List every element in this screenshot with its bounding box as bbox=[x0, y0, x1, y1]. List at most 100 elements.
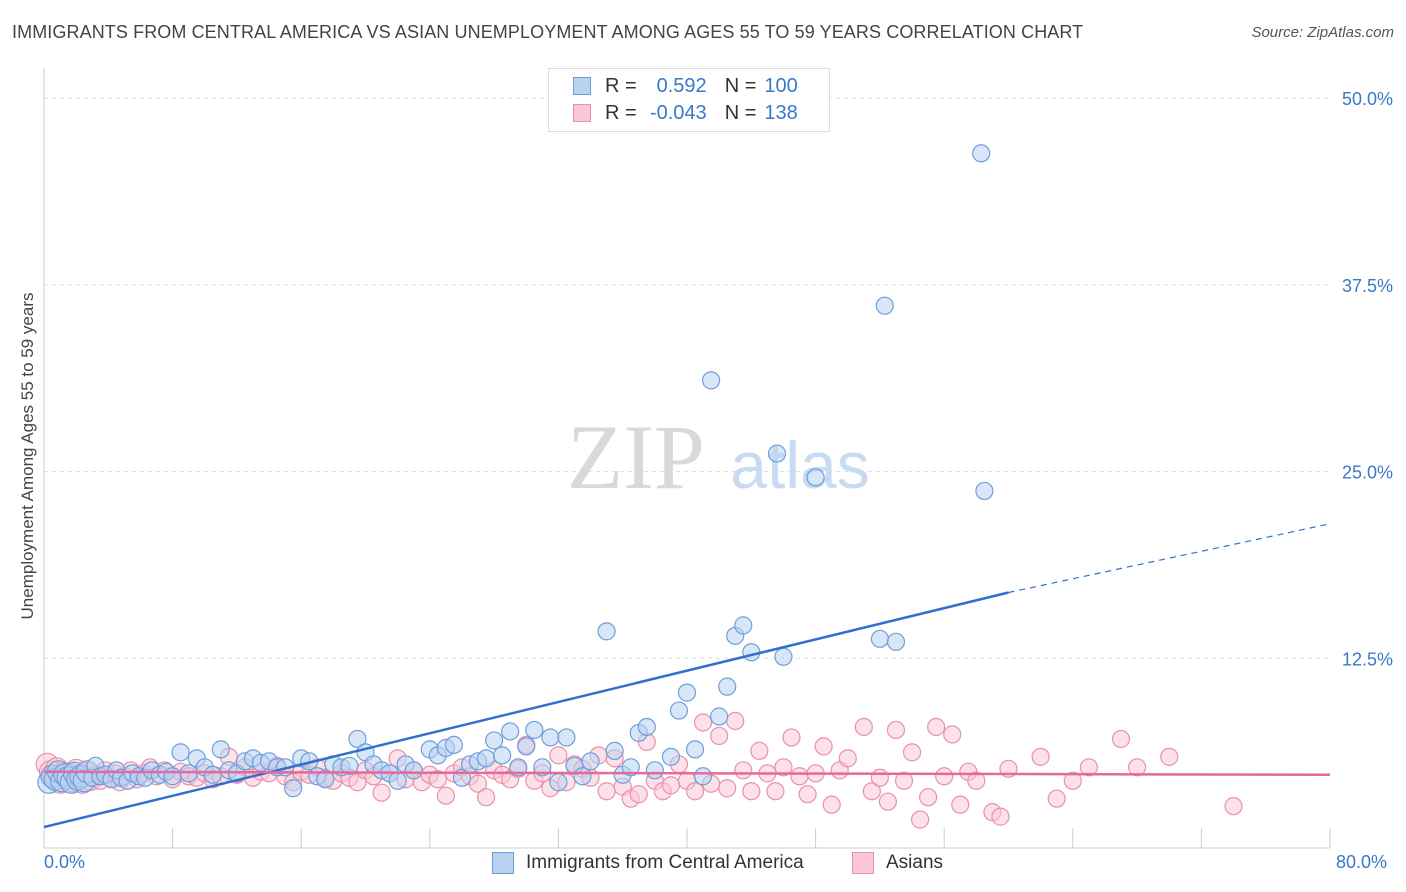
blue-swatch bbox=[492, 852, 514, 874]
y-tick-label-3: 50.0% bbox=[1342, 89, 1393, 109]
watermark-zip: ZIP bbox=[567, 406, 705, 508]
asians-point-123 bbox=[943, 725, 962, 744]
central-america-trend-extension bbox=[1008, 523, 1331, 594]
blue-swatch bbox=[573, 77, 591, 95]
asians-point-97 bbox=[726, 711, 745, 731]
asians-point-95 bbox=[710, 726, 729, 746]
central-america-point-65 bbox=[476, 749, 496, 768]
central-america-point-91 bbox=[702, 371, 721, 390]
central-america-point-74 bbox=[549, 773, 568, 792]
central-america-point-78 bbox=[581, 752, 600, 771]
asians-point-135 bbox=[1127, 758, 1147, 777]
asians-point-65 bbox=[468, 774, 488, 793]
central-america-point-75 bbox=[557, 728, 576, 747]
y-tick-labels: 12.5% 25.0% 37.5% 50.0% bbox=[1342, 89, 1393, 669]
central-america-point-46 bbox=[316, 770, 335, 789]
asians-point-113 bbox=[862, 782, 881, 801]
grid-lines bbox=[44, 97, 1330, 659]
central-america-point-55 bbox=[388, 771, 407, 790]
central-america-point-88 bbox=[677, 683, 697, 702]
asians-point-106 bbox=[798, 785, 817, 804]
series-legend: Immigrants from Central America Asians bbox=[0, 852, 1406, 878]
asians-point-117 bbox=[894, 771, 914, 790]
central-america-point-49 bbox=[340, 756, 359, 775]
x-tick-max: 80.0% bbox=[1336, 852, 1388, 872]
central-america-point-61 bbox=[444, 735, 464, 755]
central-america-point-97 bbox=[806, 468, 825, 487]
asians-point-116 bbox=[886, 720, 906, 740]
asians-point-128 bbox=[991, 807, 1010, 826]
legend-item-asians: Asians bbox=[852, 852, 943, 874]
legend-label-central-america: Immigrants from Central America bbox=[526, 852, 804, 873]
asians-point-120 bbox=[919, 788, 938, 807]
central-america-point-84 bbox=[637, 717, 656, 737]
asians-point-108 bbox=[814, 737, 833, 756]
r-value-central-america: 0.592 bbox=[656, 74, 707, 97]
asians-point-60 bbox=[428, 770, 447, 789]
asians-point-114 bbox=[870, 768, 890, 787]
trend-lines bbox=[43, 523, 1331, 829]
central-america-point-27 bbox=[163, 767, 182, 786]
asians-point-61 bbox=[436, 786, 455, 805]
n-label: N = bbox=[724, 74, 757, 97]
central-america-point-82 bbox=[621, 758, 640, 777]
asians-point-112 bbox=[854, 717, 873, 737]
n-label: N = bbox=[724, 101, 757, 124]
central-america-point-92 bbox=[710, 707, 729, 726]
n-value-central-america: 100 bbox=[764, 74, 798, 97]
central-america-points bbox=[37, 144, 994, 798]
source-label: Source: ZipAtlas.com bbox=[1251, 24, 1394, 41]
asians-point-105 bbox=[790, 767, 809, 786]
central-america-point-99 bbox=[886, 632, 906, 651]
central-america-point-42 bbox=[284, 779, 303, 798]
asians-point-104 bbox=[782, 728, 801, 747]
central-america-point-69 bbox=[509, 758, 528, 777]
y-tick-label-2: 37.5% bbox=[1342, 276, 1393, 296]
r-label: R = bbox=[605, 74, 637, 97]
central-america-point-77 bbox=[573, 767, 592, 786]
asians-point-92 bbox=[685, 782, 705, 801]
asians-point-93 bbox=[693, 713, 713, 732]
central-america-point-80 bbox=[605, 741, 624, 760]
asians-point-100 bbox=[750, 741, 769, 760]
central-america-point-70 bbox=[517, 737, 536, 756]
axes bbox=[43, 68, 1331, 849]
asians-point-98 bbox=[734, 761, 753, 780]
legend-row-central-america: R = 0.592 N = 100 bbox=[573, 73, 798, 99]
central-america-point-32 bbox=[203, 765, 222, 784]
x-tick-min: 0.0% bbox=[44, 852, 86, 872]
central-america-point-100 bbox=[972, 144, 991, 163]
central-america-point-50 bbox=[348, 729, 367, 749]
central-america-point-67 bbox=[493, 746, 512, 765]
central-america-point-86 bbox=[661, 747, 681, 766]
legend-item-central-america: Immigrants from Central America bbox=[492, 852, 804, 874]
asians-point-102 bbox=[766, 782, 785, 801]
asians-point-119 bbox=[910, 810, 930, 829]
asians-point-111 bbox=[838, 749, 857, 768]
central-america-point-73 bbox=[541, 728, 560, 747]
asians-point-136 bbox=[1160, 747, 1179, 766]
y-tick-label-1: 25.0% bbox=[1342, 463, 1393, 483]
central-america-point-85 bbox=[645, 761, 664, 780]
central-america-point-102 bbox=[767, 444, 787, 463]
central-america-point-98 bbox=[870, 629, 890, 648]
asians-point-131 bbox=[1047, 789, 1066, 808]
pink-swatch bbox=[852, 852, 874, 874]
asians-point-75 bbox=[549, 746, 568, 765]
asians-point-134 bbox=[1111, 729, 1131, 749]
central-america-point-33 bbox=[211, 740, 230, 759]
central-america-point-68 bbox=[501, 722, 520, 741]
asians-trend-line bbox=[43, 770, 1331, 777]
legend-row-asians: R = -0.043 N = 138 bbox=[573, 100, 798, 126]
central-america-point-79 bbox=[597, 622, 616, 641]
central-america-point-57 bbox=[404, 761, 423, 780]
central-america-point-103 bbox=[975, 481, 994, 501]
r-value-asians: -0.043 bbox=[649, 101, 707, 124]
y-tick-label-0: 12.5% bbox=[1342, 649, 1393, 669]
asians-point-109 bbox=[822, 795, 841, 814]
asians-point-133 bbox=[1079, 758, 1098, 777]
correlation-legend: R = 0.592 N = 100 R = -0.043 N = 138 bbox=[548, 68, 830, 132]
asians-point-115 bbox=[878, 792, 898, 811]
central-america-point-101 bbox=[875, 296, 894, 315]
